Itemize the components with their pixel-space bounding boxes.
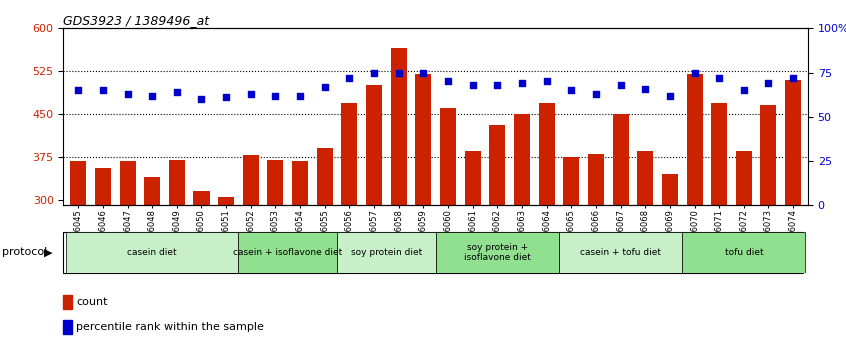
Point [639, 86, 652, 91]
Point [416, 70, 430, 75]
Bar [342, 103, 357, 354]
Bar [464, 151, 481, 354]
Point [712, 75, 726, 81]
Point [663, 93, 677, 98]
Bar [559, 232, 682, 273]
Bar [239, 232, 337, 273]
Bar [391, 48, 407, 354]
Point [96, 87, 110, 93]
Point [614, 82, 628, 88]
Bar [736, 151, 752, 354]
Text: casein + tofu diet: casein + tofu diet [580, 248, 661, 257]
Point [121, 91, 135, 97]
Point [688, 70, 701, 75]
Bar [144, 177, 160, 354]
Point [170, 89, 184, 95]
Point [219, 95, 233, 100]
Bar [440, 108, 456, 354]
Point [540, 79, 553, 84]
Bar [95, 168, 111, 354]
Bar [63, 295, 72, 309]
Bar [63, 320, 72, 334]
Point [787, 75, 800, 81]
Bar [316, 148, 332, 354]
Bar [514, 114, 530, 354]
Point [515, 80, 529, 86]
Point [195, 96, 208, 102]
Point [392, 70, 405, 75]
Bar [267, 160, 283, 354]
Point [564, 87, 578, 93]
Bar [292, 161, 308, 354]
Point [761, 80, 775, 86]
Bar [588, 154, 604, 354]
Point [737, 87, 750, 93]
Bar [337, 232, 436, 273]
Point [146, 93, 159, 98]
Bar [682, 232, 805, 273]
Bar [169, 160, 185, 354]
Text: casein + isoflavone diet: casein + isoflavone diet [233, 248, 343, 257]
Bar [563, 157, 580, 354]
Point [367, 70, 381, 75]
Point [589, 91, 602, 97]
Text: soy protein diet: soy protein diet [351, 248, 422, 257]
Text: percentile rank within the sample: percentile rank within the sample [76, 322, 264, 332]
Text: count: count [76, 297, 108, 307]
Bar [489, 125, 505, 354]
Point [269, 93, 283, 98]
Point [71, 87, 85, 93]
Bar [637, 151, 653, 354]
Point [442, 79, 455, 84]
Text: protocol: protocol [2, 247, 47, 257]
Bar [539, 103, 555, 354]
Bar [243, 155, 259, 354]
Point [466, 82, 480, 88]
Bar [366, 85, 382, 354]
Bar [761, 105, 777, 354]
Bar [436, 232, 559, 273]
Text: ▶: ▶ [44, 247, 52, 257]
Bar [711, 103, 728, 354]
Bar [415, 74, 431, 354]
Bar [662, 174, 678, 354]
Point [491, 82, 504, 88]
Text: tofu diet: tofu diet [724, 248, 763, 257]
Point [318, 84, 332, 90]
Bar [785, 80, 801, 354]
Bar [194, 191, 210, 354]
Bar [218, 197, 234, 354]
Point [244, 91, 257, 97]
Point [294, 93, 307, 98]
Bar [119, 161, 135, 354]
Point [343, 75, 356, 81]
Bar [66, 232, 239, 273]
Bar [686, 74, 702, 354]
Bar [70, 161, 86, 354]
Text: casein diet: casein diet [128, 248, 177, 257]
Text: soy protein +
isoflavone diet: soy protein + isoflavone diet [464, 242, 530, 262]
Bar [613, 114, 629, 354]
Text: GDS3923 / 1389496_at: GDS3923 / 1389496_at [63, 14, 210, 27]
